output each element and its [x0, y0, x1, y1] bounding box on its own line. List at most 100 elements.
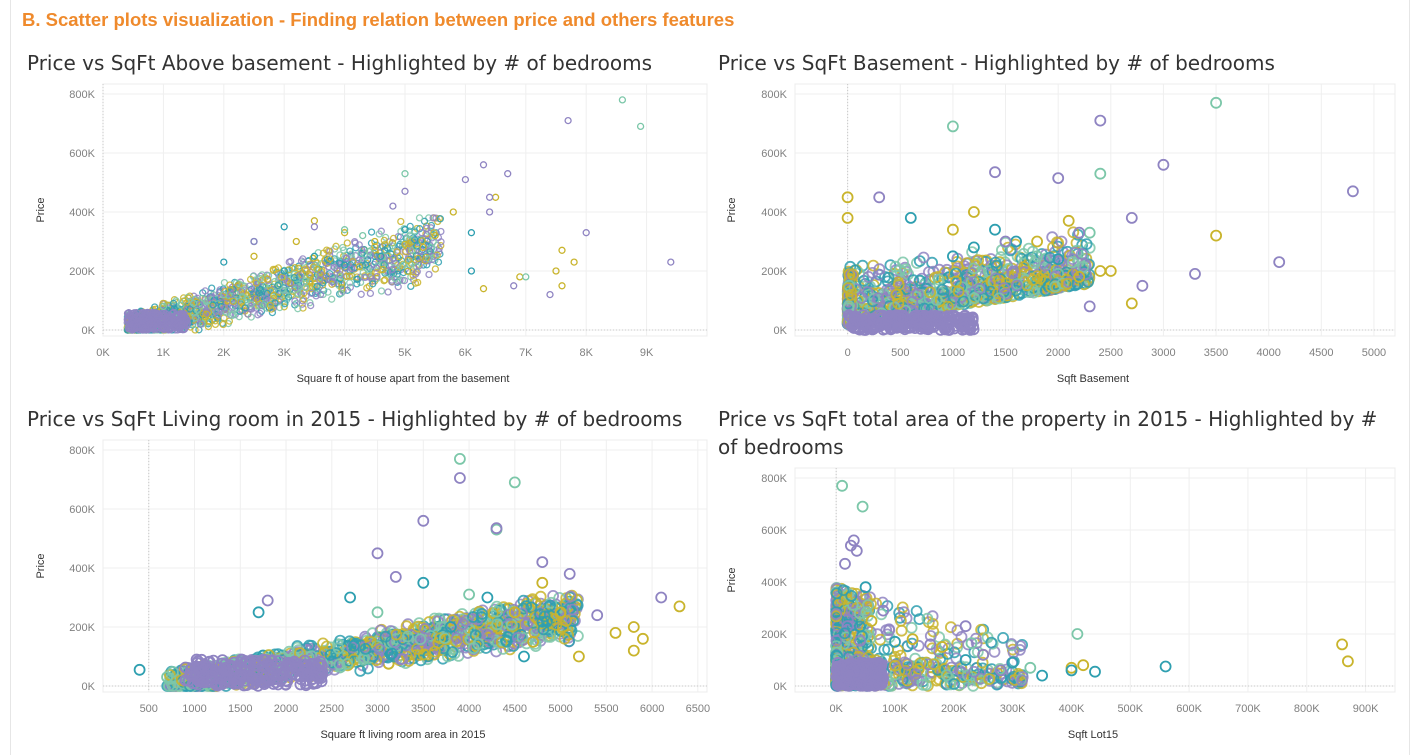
data-point[interactable] — [485, 193, 494, 201]
data-point[interactable] — [159, 302, 168, 311]
data-point[interactable] — [1273, 256, 1286, 269]
data-point[interactable] — [1094, 114, 1107, 127]
data-point[interactable] — [292, 237, 300, 246]
data-point[interactable] — [947, 250, 959, 263]
data-point[interactable] — [522, 273, 530, 281]
data-point[interactable] — [340, 261, 349, 269]
data-point[interactable] — [371, 237, 379, 246]
data-point[interactable] — [401, 226, 409, 234]
data-point[interactable] — [1073, 270, 1086, 283]
data-point[interactable] — [841, 191, 854, 204]
data-point[interactable] — [516, 273, 524, 281]
data-point[interactable] — [461, 175, 470, 184]
data-point[interactable] — [401, 240, 409, 249]
data-point[interactable] — [340, 226, 349, 234]
data-point[interactable] — [220, 290, 228, 299]
data-point[interactable] — [564, 116, 572, 125]
data-point[interactable] — [947, 223, 959, 236]
data-point[interactable] — [1083, 300, 1096, 313]
data-point[interactable] — [153, 317, 162, 325]
x-tick-label: 6500 — [686, 703, 710, 715]
data-point[interactable] — [1347, 185, 1359, 198]
data-point — [414, 254, 422, 263]
data-point[interactable] — [359, 231, 367, 240]
data-point[interactable] — [310, 217, 319, 225]
data-point[interactable] — [1031, 250, 1043, 263]
data-point[interactable] — [310, 223, 319, 231]
data-point[interactable] — [947, 120, 959, 133]
data-point[interactable] — [1136, 279, 1149, 292]
data-point[interactable] — [1210, 96, 1222, 109]
data-point — [294, 678, 307, 691]
data-point[interactable] — [129, 320, 137, 328]
data-point — [993, 292, 1006, 305]
data-point[interactable] — [491, 193, 500, 201]
y-axis-title: Price — [35, 553, 47, 578]
data-point[interactable] — [558, 246, 566, 254]
data-point[interactable] — [510, 282, 518, 290]
data-point[interactable] — [377, 252, 385, 260]
data-point[interactable] — [1052, 253, 1065, 266]
data-point[interactable] — [504, 170, 512, 178]
data-point[interactable] — [310, 252, 319, 260]
data-point — [525, 601, 538, 614]
data-point[interactable] — [479, 161, 488, 169]
data-point[interactable] — [135, 314, 143, 322]
data-point[interactable] — [1073, 226, 1086, 239]
data-point[interactable] — [467, 229, 476, 237]
data-point[interactable] — [968, 206, 980, 218]
data-point[interactable] — [1189, 267, 1201, 280]
data-point[interactable] — [401, 170, 409, 178]
data-point[interactable] — [1094, 167, 1107, 180]
data-point[interactable] — [431, 231, 439, 240]
data-point[interactable] — [250, 237, 258, 246]
data-point[interactable] — [485, 208, 494, 216]
data-point[interactable] — [1083, 226, 1096, 239]
data-point[interactable] — [618, 96, 627, 104]
data-point[interactable] — [1062, 214, 1075, 227]
data-point — [324, 649, 337, 661]
data-point[interactable] — [467, 267, 476, 275]
data-point[interactable] — [667, 258, 675, 266]
data-point[interactable] — [968, 241, 980, 254]
data-point[interactable] — [989, 166, 1001, 179]
data-point[interactable] — [841, 211, 854, 224]
data-point — [973, 282, 986, 295]
data-point[interactable] — [250, 252, 258, 260]
data-point[interactable] — [220, 258, 228, 266]
data-point[interactable] — [1210, 229, 1222, 242]
data-point[interactable] — [904, 211, 917, 224]
data-point[interactable] — [1052, 172, 1065, 185]
data-point[interactable] — [389, 202, 397, 210]
data-point[interactable] — [419, 243, 427, 252]
data-point[interactable] — [479, 285, 488, 293]
data-point[interactable] — [552, 267, 560, 275]
data-point[interactable] — [558, 282, 566, 290]
data-point[interactable] — [401, 187, 409, 195]
data-point[interactable] — [280, 223, 288, 231]
data-point — [391, 274, 399, 283]
data-point[interactable] — [570, 258, 578, 266]
data-point[interactable] — [171, 311, 180, 319]
data-point[interactable] — [582, 229, 590, 237]
data-point[interactable] — [999, 235, 1012, 248]
data-point[interactable] — [449, 208, 457, 216]
data-point[interactable] — [189, 299, 198, 308]
data-point[interactable] — [1125, 297, 1138, 310]
data-point[interactable] — [1125, 211, 1138, 224]
data-point[interactable] — [873, 191, 886, 204]
data-point — [491, 636, 504, 649]
data-point[interactable] — [636, 122, 645, 131]
data-point — [314, 249, 322, 257]
data-point[interactable] — [1104, 265, 1117, 277]
data-point[interactable] — [546, 290, 554, 299]
data-point[interactable] — [340, 229, 349, 237]
data-point[interactable] — [1031, 235, 1043, 248]
data-point — [882, 271, 895, 284]
data-point[interactable] — [1157, 158, 1170, 171]
data-point[interactable] — [989, 223, 1001, 236]
data-point[interactable] — [280, 267, 288, 275]
